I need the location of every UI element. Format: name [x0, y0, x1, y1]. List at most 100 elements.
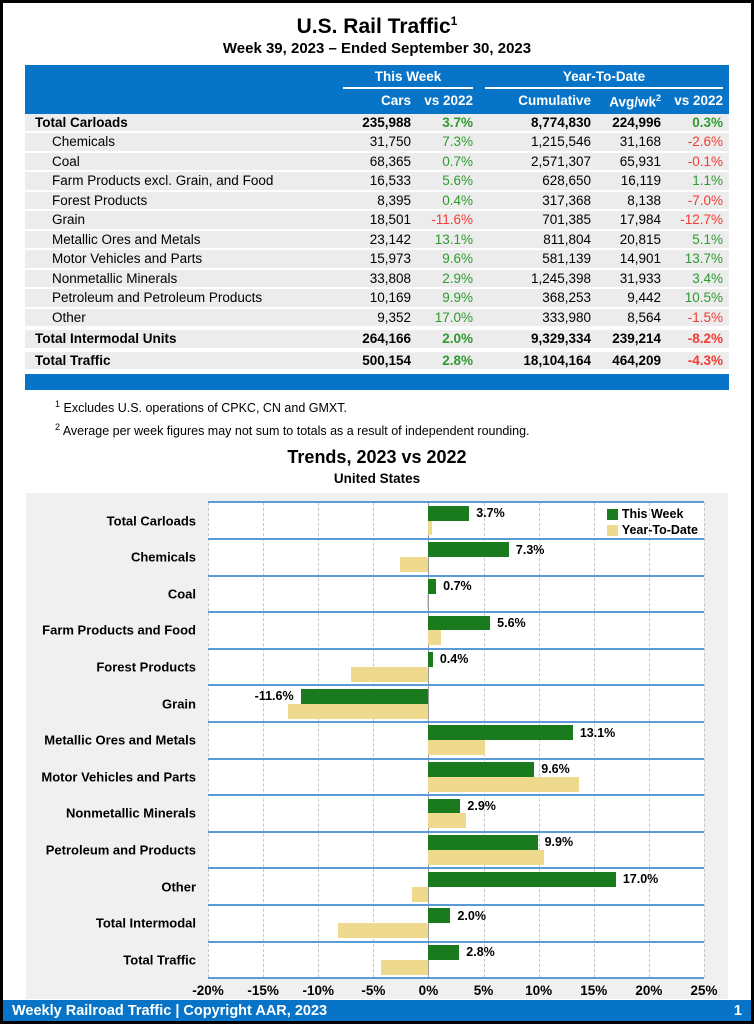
- chart-band: Coal 0.7%: [168, 574, 704, 612]
- table-row: Forest Products 8,395 0.4% 317,368 8,138…: [25, 191, 729, 209]
- table-row: Motor Vehicles and Parts 15,973 9.6% 581…: [25, 250, 729, 268]
- chart-band: Petroleum and Products 9.9%: [46, 830, 704, 868]
- bar-this-week: [428, 871, 616, 887]
- gridline: [373, 503, 375, 978]
- table-row: Petroleum and Petroleum Products 10,169 …: [25, 289, 729, 307]
- category-label: Total Carloads: [106, 513, 196, 529]
- category-label: Total Traffic: [123, 952, 196, 968]
- bar-this-week: [428, 835, 538, 851]
- cell-vs2022-ytd: -0.1%: [687, 153, 723, 169]
- cell-avg-wk: 239,214: [612, 331, 661, 346]
- legend-label-year-to-date: Year-To-Date: [621, 523, 698, 538]
- chart-band: Motor Vehicles and Parts 9.6%: [41, 757, 704, 795]
- bar-this-week: [428, 725, 573, 741]
- cell-cumulative: 581,139: [542, 251, 591, 266]
- chart-band: Chemicals 7.3%: [131, 537, 704, 575]
- chart-band: Other 17.0%: [161, 867, 704, 904]
- bar-year-to-date: [411, 886, 429, 902]
- cell-avg-wk: 14,901: [619, 251, 661, 266]
- cell-vs2022-ytd: 10.5%: [684, 290, 723, 305]
- bar-this-week: [428, 652, 433, 668]
- category-label: Total Intermodal: [95, 915, 196, 931]
- cell-vs2022-ytd: 5.1%: [692, 231, 723, 247]
- column-header-vs2022-ytd: vs 2022: [674, 93, 723, 108]
- row-label: Total Carloads: [35, 114, 128, 130]
- column-header-vs2022-week: vs 2022: [424, 93, 473, 108]
- chart-x-axis: -20% -15% -10% -5% 0% 5% 10% 15% 20% 25%: [192, 981, 717, 1001]
- gridline: [318, 503, 320, 978]
- chart-bands: Total Carloads 3.7% Chemicals 7.3% Coal …: [41, 503, 704, 978]
- cell-avg-wk: 224,996: [612, 114, 661, 130]
- cell-avg-wk: 65,931: [619, 153, 661, 169]
- bar-this-week: [428, 798, 461, 814]
- footer-text: Weekly Railroad Traffic | Copyright AAR,…: [12, 1002, 328, 1019]
- cell-cumulative: 811,804: [543, 231, 591, 247]
- chart-subtitle: United States: [333, 471, 421, 487]
- x-axis-tick-label: 0%: [418, 983, 439, 999]
- bar-this-week: [428, 762, 535, 777]
- category-label: Forest Products: [96, 659, 196, 675]
- cell-cars: 10,169: [369, 290, 411, 305]
- x-axis-tick-label: 15%: [580, 983, 608, 999]
- bar-year-to-date: [288, 703, 429, 719]
- chart-band: Grain -11.6%: [162, 684, 704, 721]
- cell-cumulative: 628,650: [542, 173, 591, 188]
- category-label: Farm Products and Food: [42, 622, 196, 638]
- chart-legend: This Week Year-To-Date: [606, 506, 698, 538]
- footnote-2: 2 Average per week figures may not sum t…: [55, 422, 530, 439]
- bar-this-week: [428, 542, 509, 558]
- table-row: Other 9,352 17.0% 333,980 8,564 -1.5%: [25, 308, 729, 326]
- row-label: Other: [52, 309, 86, 325]
- column-header-cars: Cars: [380, 93, 411, 108]
- row-label: Total Traffic: [35, 352, 111, 368]
- gridline: [593, 503, 595, 978]
- footer-page-number: 1: [733, 1002, 742, 1019]
- cell-vs2022-week: 2.8%: [442, 352, 473, 368]
- chart-band: Metallic Ores and Metals 13.1%: [44, 720, 704, 758]
- x-axis-tick-label: -20%: [192, 983, 224, 999]
- chart-band: Total Traffic 2.8%: [123, 940, 704, 978]
- divider-bar: [25, 374, 729, 390]
- chart-band: Total Intermodal 2.0%: [96, 904, 704, 941]
- cell-vs2022-week: 2.0%: [442, 331, 473, 346]
- cell-vs2022-ytd: -12.7%: [680, 212, 723, 227]
- cell-vs2022-week: 0.4%: [442, 192, 473, 208]
- bar-year-to-date: [428, 850, 545, 865]
- bar-value-label: 13.1%: [579, 725, 616, 740]
- table-row: Total Traffic 500,154 2.8% 18,104,164 46…: [25, 351, 729, 369]
- page-title: U.S. Rail Traffic1: [3, 9, 751, 39]
- bar-value-label: 5.6%: [497, 615, 526, 630]
- cell-cumulative: 2,571,307: [530, 153, 591, 169]
- cell-avg-wk: 31,168: [619, 134, 661, 149]
- cell-vs2022-ytd: 13.7%: [684, 251, 723, 266]
- row-label: Chemicals: [52, 134, 116, 149]
- bar-year-to-date: [381, 959, 429, 975]
- cell-cars: 15,973: [369, 251, 411, 266]
- bar-year-to-date: [428, 630, 441, 646]
- cell-cars: 18,501: [369, 212, 411, 227]
- cell-cars: 235,988: [362, 114, 411, 130]
- table-row: Metallic Ores and Metals 23,142 13.1% 81…: [25, 230, 729, 248]
- cell-avg-wk: 464,209: [612, 352, 661, 368]
- column-group-this-week: This Week: [343, 69, 473, 89]
- column-header-spacer: [25, 89, 337, 110]
- row-label: Total Intermodal Units: [35, 331, 177, 346]
- cell-cars: 8,395: [377, 192, 411, 208]
- cell-avg-wk: 8,564: [627, 309, 661, 325]
- bar-this-week: [428, 505, 470, 521]
- cell-cumulative: 317,368: [542, 192, 591, 208]
- chart-plot-area: Total Carloads 3.7% Chemicals 7.3% Coal …: [41, 501, 705, 980]
- category-label: Nonmetallic Minerals: [65, 805, 196, 821]
- bar-year-to-date: [428, 740, 485, 756]
- category-label: Metallic Ores and Metals: [44, 732, 196, 748]
- footnote-1: 1 Excludes U.S. operations of CPKC, CN a…: [55, 399, 347, 416]
- cell-cumulative: 333,980: [542, 309, 591, 325]
- column-header-cumulative: Cumulative: [518, 93, 591, 108]
- chart-band: Farm Products and Food 5.6%: [42, 611, 704, 648]
- gridline: [538, 503, 540, 978]
- cell-vs2022-ytd: 0.3%: [692, 114, 723, 130]
- bar-value-label: 7.3%: [515, 542, 545, 557]
- row-label: Petroleum and Petroleum Products: [52, 290, 263, 305]
- cell-cumulative: 701,385: [542, 212, 591, 227]
- bar-this-week: [428, 578, 437, 594]
